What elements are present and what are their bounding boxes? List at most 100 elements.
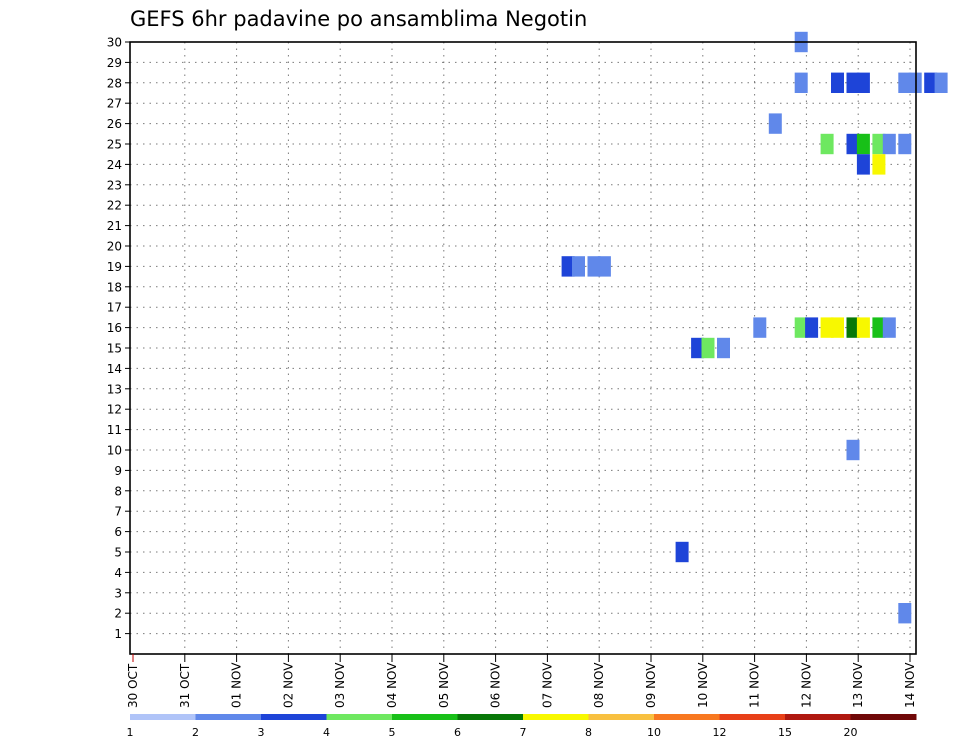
y-tick-label: 17 [107,301,122,315]
x-tick-label: 31 OCT [178,663,192,708]
heatmap-cell [820,317,834,338]
heatmap-cell [856,72,870,93]
colorbar-label: 3 [258,726,265,739]
x-tick-label: 12 NOV [799,662,813,708]
x-tick-label: 10 NOV [696,662,710,708]
y-tick-label: 16 [107,321,122,335]
heatmap-cell [805,317,819,338]
colorbar-label: 8 [585,726,592,739]
x-tick-label: 14 NOV [903,662,917,708]
colorbar-label: 10 [647,726,661,739]
heatmap-cell [898,133,912,155]
x-axis: 30 OCT 31 OCT 01 NOV 02 NOV 03 NOV 04 NOV 05 N… [126,654,917,708]
y-tick-label: 11 [107,423,122,437]
heatmap-cell [675,541,689,563]
heatmap-cell [846,317,860,338]
x-tick-label: 05 NOV [437,662,451,708]
colorbar: 1 2 3 4 5 6 7 8 10 12 15 20 [127,714,917,739]
y-tick-label: 15 [107,342,122,356]
y-tick-label: 25 [107,138,122,152]
colorbar-swatch [195,714,262,720]
heatmap-cell [846,133,860,155]
colorbar-swatch [392,714,458,720]
y-tick-label: 30 [107,36,122,50]
y-tick-label: 5 [114,546,122,560]
y-tick-label: 9 [114,464,122,478]
heatmap-cell [561,256,575,277]
x-tick-label: 30 OCT [126,663,140,708]
y-tick-label: 24 [107,158,122,172]
y-tick-label: 18 [107,280,122,294]
heatmap-cell [898,72,912,93]
y-tick-label: 21 [107,219,122,233]
heatmap-cell [872,317,886,338]
grid [130,41,916,654]
colorbar-swatch [719,714,786,720]
heatmap-cell [768,113,782,134]
heatmap-cell [691,337,705,359]
heatmap-cell [898,603,912,624]
y-tick-label: 14 [107,362,122,376]
heatmap-cell [597,256,611,277]
y-tick-label: 23 [107,178,122,192]
colorbar-swatch [654,714,720,720]
x-tick-label: 13 NOV [851,662,865,708]
x-tick-label: 06 NOV [489,662,503,708]
colorbar-label: 7 [520,726,527,739]
heatmap-cell [846,72,860,93]
colorbar-label: 5 [389,726,396,739]
y-tick-label: 4 [114,566,122,580]
heatmap-cell [717,337,730,359]
y-tick-label: 12 [107,403,122,417]
heatmap-cell [872,154,886,175]
colorbar-swatch [588,714,655,720]
heatmap-cell [701,337,715,359]
colorbar-swatch [326,714,393,720]
heatmap-cell [794,72,808,93]
heatmap-cells [561,31,948,624]
heatmap-cell [924,72,938,93]
colorbar-label: 2 [192,726,199,739]
colorbar-swatch [785,714,851,720]
x-tick-label: 09 NOV [644,662,658,708]
colorbar-swatch [850,714,917,720]
heatmap-cell [934,72,948,93]
x-tick-label: 11 NOV [748,662,762,708]
y-tick-label: 19 [107,260,122,274]
y-tick-label: 7 [114,505,122,519]
heatmap-cell [587,256,601,277]
heatmap-cell [572,256,585,277]
colorbar-label: 20 [844,726,858,739]
colorbar-label: 15 [778,726,792,739]
y-tick-label: 8 [114,484,122,498]
colorbar-swatch [130,714,196,720]
colorbar-swatch [457,714,524,720]
y-tick-label: 20 [107,240,122,254]
colorbar-label: 1 [127,726,134,739]
y-tick-label: 3 [114,586,122,600]
x-tick-label: 03 NOV [333,662,347,708]
x-tick-label: 02 NOV [281,662,295,708]
y-tick-label: 10 [107,444,122,458]
y-tick-label: 6 [114,525,122,539]
y-tick-label: 22 [107,199,122,213]
y-tick-label: 1 [114,627,122,641]
x-tick-label: 07 NOV [540,662,554,708]
heatmap-cell [872,133,886,155]
colorbar-label: 12 [713,726,727,739]
y-tick-label: 26 [107,117,122,131]
colorbar-label: 4 [323,726,330,739]
x-tick-label: 01 NOV [230,662,244,708]
y-tick-label: 28 [107,76,122,90]
colorbar-label: 6 [454,726,461,739]
heatmap-cell [794,317,808,338]
y-tick-label: 29 [107,56,122,70]
heatmap-cell [820,133,834,155]
y-tick-label: 2 [114,607,122,621]
y-tick-label: 27 [107,97,122,111]
colorbar-swatch [261,714,327,720]
heatmap-cell [856,154,870,175]
x-tick-label: 04 NOV [385,662,399,708]
heatmap-cell [831,317,844,338]
